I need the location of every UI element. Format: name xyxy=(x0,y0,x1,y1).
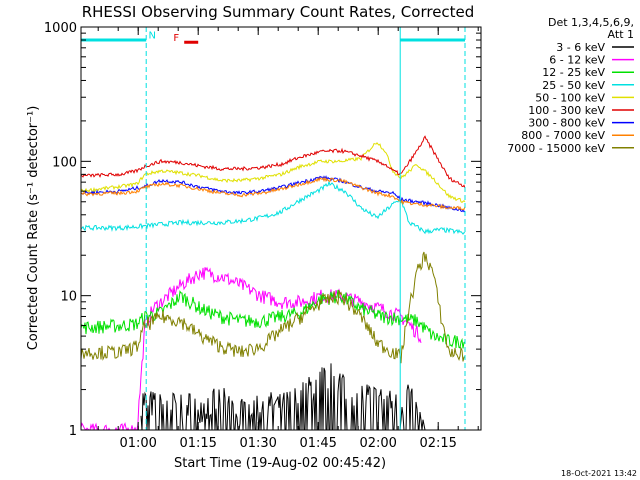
legend-label-8: 7000 - 15000 keV xyxy=(507,142,605,155)
legend-label-3: 25 - 50 keV xyxy=(542,79,605,92)
series-group xyxy=(81,27,466,430)
series-line-1 xyxy=(81,266,422,430)
annotation-0: N xyxy=(148,31,155,42)
legend-label-4: 50 - 100 keV xyxy=(535,91,605,104)
y-tick-label-2: 100 xyxy=(52,155,77,170)
y-tick-label-1: 10 xyxy=(60,290,77,305)
legend-label-0: 3 - 6 keV xyxy=(556,41,605,54)
legend-label-6: 300 - 800 keV xyxy=(528,117,605,130)
x-tick-label-3: 01:45 xyxy=(299,436,336,451)
series-line-8 xyxy=(81,251,466,364)
x-tick-label-5: 02:15 xyxy=(419,436,456,451)
series-line-4 xyxy=(81,142,466,204)
legend-label-5: 100 - 300 keV xyxy=(528,104,605,117)
x-tick-label-4: 02:00 xyxy=(359,436,396,451)
y-tick-label-0: 1 xyxy=(69,424,77,439)
legend-label-7: 800 - 7000 keV xyxy=(521,129,605,142)
axes-layer: 01:00 01:15 01:30 01:45 02:00 02:15 1 10 100 1000 xyxy=(44,21,482,451)
x-tick-label-2: 01:30 xyxy=(239,436,276,451)
x-tick-label-0: 01:00 xyxy=(119,436,156,451)
x-axis-label: Start Time (19-Aug-02 00:45:42) xyxy=(174,456,386,471)
legend-header-line-2: Att 1 xyxy=(608,28,634,41)
series-line-6 xyxy=(81,175,466,213)
series-line-0 xyxy=(140,363,426,430)
series-line-2 xyxy=(81,289,466,349)
annotation-1: F xyxy=(173,33,179,44)
x-tick-label-1: 01:15 xyxy=(179,436,216,451)
legend-label-2: 12 - 25 keV xyxy=(542,66,605,79)
legend-header-line-1: Det 1,3,4,5,6,9, xyxy=(548,16,634,29)
series-line-7 xyxy=(81,176,466,211)
footer-timestamp: 18-Oct-2021 13:42 xyxy=(561,469,637,478)
plot-frame xyxy=(80,26,482,431)
y-axis-label: Corrected Count Rate (s⁻¹ detector⁻¹) xyxy=(26,106,41,351)
series-line-5 xyxy=(81,135,466,189)
y-tick-label-3: 1000 xyxy=(44,21,77,36)
chart-title: RHESSI Observing Summary Count Rates, Co… xyxy=(82,3,475,21)
legend-label-1: 6 - 12 keV xyxy=(549,54,605,67)
